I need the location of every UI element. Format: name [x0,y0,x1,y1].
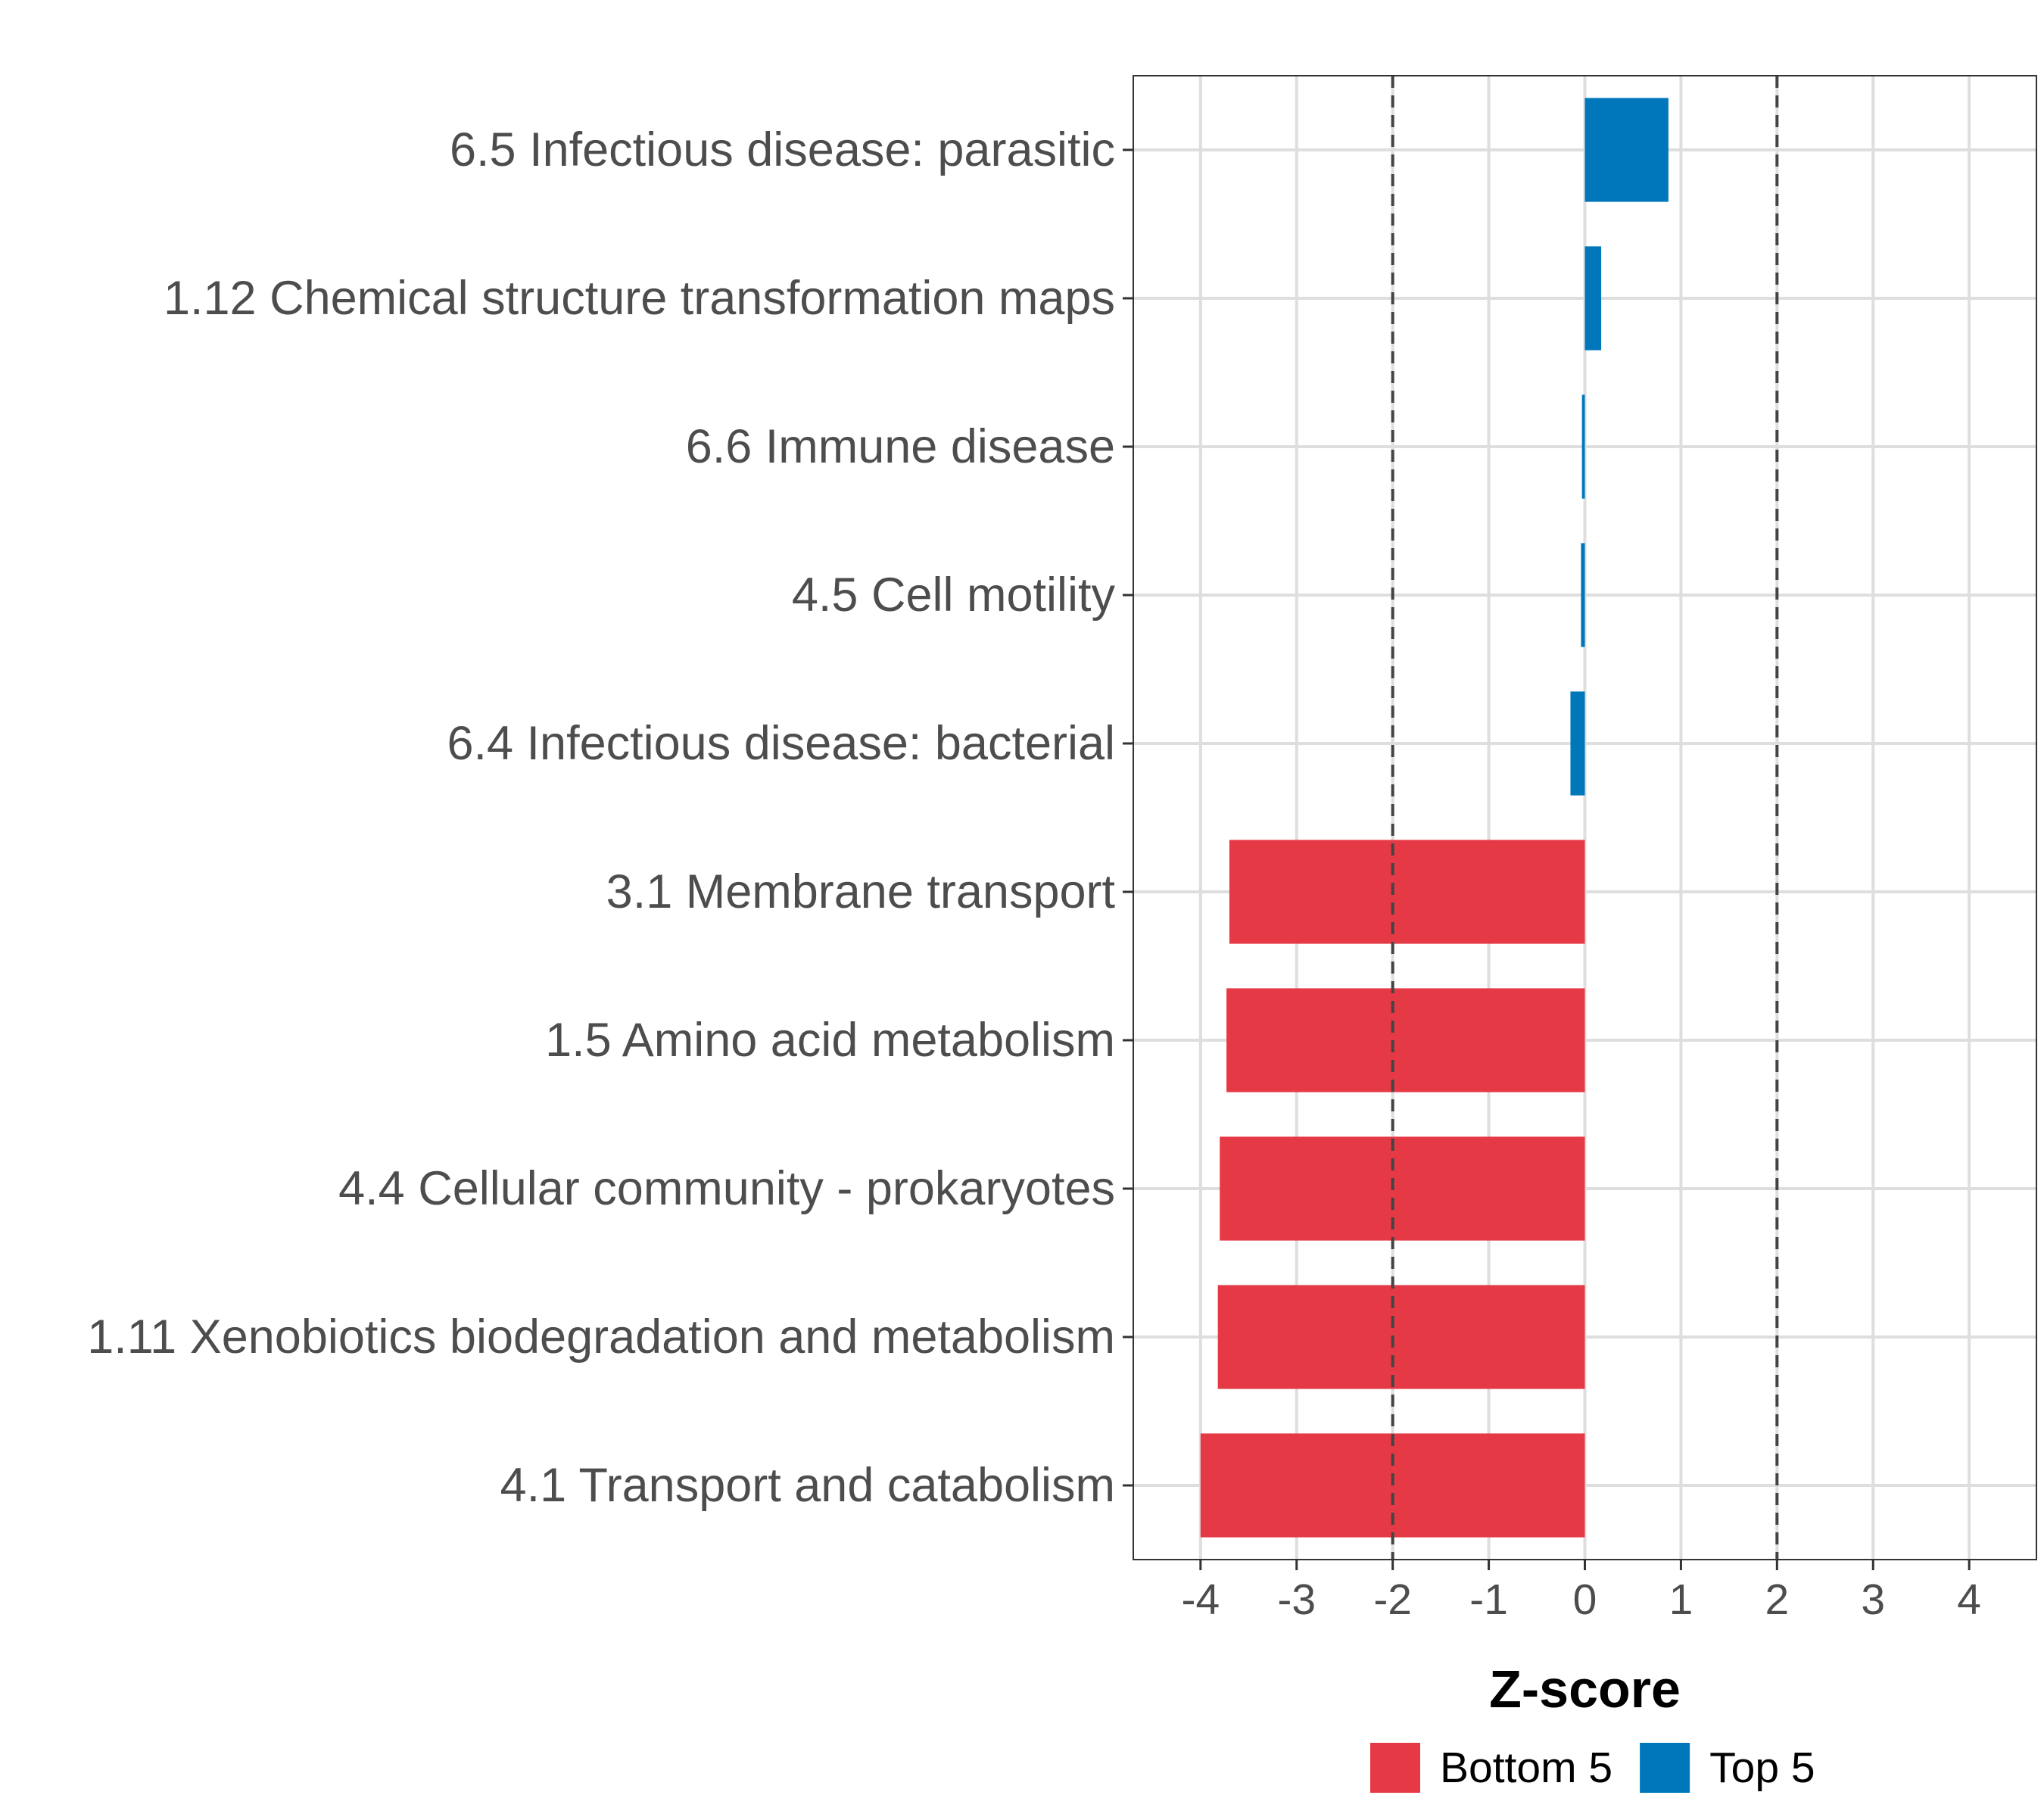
y-tick-label: 3.1 Membrane transport [606,865,1116,918]
reference-lines [1391,76,1779,1560]
y-tick-label: 6.4 Infectious disease: bacterial [447,717,1115,770]
legend-label: Top 5 [1709,1744,1815,1792]
bar [1229,840,1585,944]
y-tick-label: 1.12 Chemical structure transformation m… [164,272,1115,325]
bars [1200,98,1669,1538]
x-tick-label: -2 [1373,1575,1412,1624]
y-tick-label: 4.1 Transport and catabolism [500,1459,1115,1512]
legend-swatch [1640,1743,1690,1793]
x-axis-title: Z-score [1489,1660,1681,1719]
x-tick-label: -3 [1277,1575,1316,1624]
y-tick-label: 4.5 Cell motility [792,569,1116,622]
legend-swatch [1370,1743,1420,1793]
y-axis: 6.5 Infectious disease: parasitic 1.12 Ch… [87,123,1133,1512]
bar [1581,394,1585,499]
bar [1581,543,1585,647]
y-tick-label: 1.11 Xenobiotics biodegradation and meta… [87,1311,1115,1364]
bar [1217,1285,1585,1389]
legend-label: Bottom 5 [1440,1744,1612,1792]
x-tick-label: -4 [1181,1575,1220,1624]
y-tick-label: 1.5 Amino acid metabolism [545,1014,1115,1067]
bar [1226,988,1585,1092]
x-tick-label: 3 [1861,1575,1885,1624]
x-tick-label: 4 [1957,1575,1981,1624]
x-tick-label: 1 [1669,1575,1693,1624]
bar [1584,98,1669,202]
legend: Bottom 5 Top 5 [1370,1743,1815,1793]
x-tick-label: 2 [1765,1575,1789,1624]
y-tick-label: 4.4 Cellular community - prokaryotes [338,1162,1115,1215]
y-tick-label: 6.5 Infectious disease: parasitic [450,123,1115,176]
x-axis: -4 -3 -2 -1 0 1 2 3 4 [1181,1560,1981,1624]
x-tick-label: -1 [1469,1575,1508,1624]
y-tick-label: 6.6 Immune disease [686,420,1115,473]
x-tick-label: 0 [1573,1575,1597,1624]
bar [1570,691,1585,796]
bar [1584,246,1602,351]
bar [1220,1136,1585,1241]
